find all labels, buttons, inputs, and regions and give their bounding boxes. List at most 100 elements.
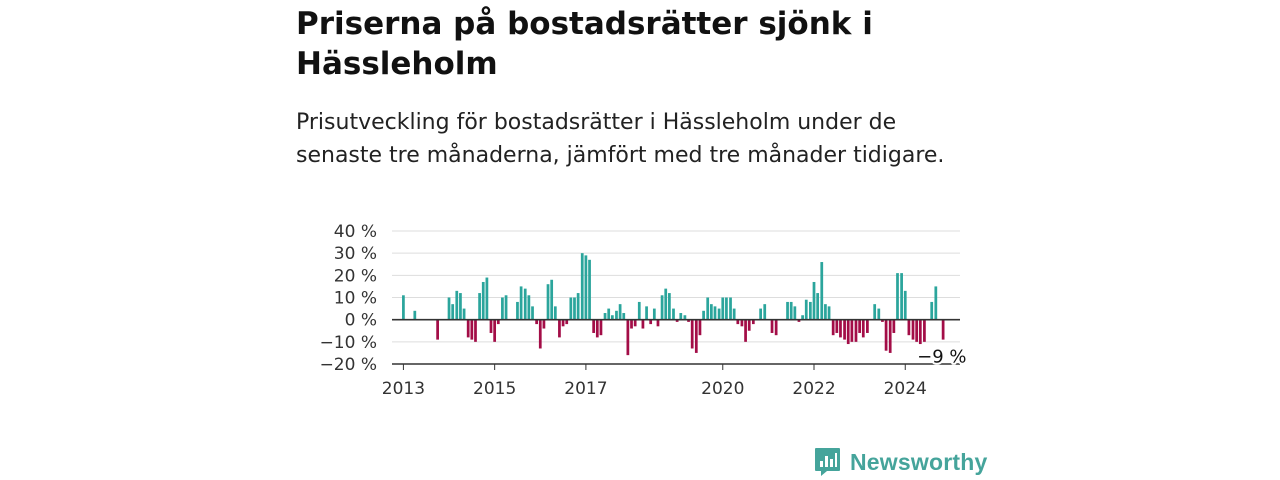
bar-positive — [873, 304, 877, 320]
bar-positive — [706, 297, 710, 320]
bar-positive — [459, 293, 462, 320]
bar-negative — [690, 319, 694, 349]
bar-positive — [702, 310, 705, 320]
y-tick-label: 30 % — [334, 244, 377, 264]
bar-negative — [858, 319, 861, 333]
bar-negative — [881, 319, 884, 322]
bar-negative — [866, 319, 869, 333]
latest-value-label: −9 % — [917, 347, 966, 368]
bar-negative — [911, 319, 915, 340]
bar-positive — [573, 297, 576, 320]
bar-positive — [816, 293, 820, 320]
bar-negative — [649, 319, 653, 325]
y-tick-label: −10 % — [320, 333, 377, 353]
bar-positive — [576, 293, 580, 320]
bar-positive — [588, 259, 591, 320]
bar-positive — [729, 297, 732, 320]
bar-positive — [789, 301, 793, 320]
bar-positive — [679, 313, 683, 320]
y-tick-label: 0 % — [345, 311, 377, 331]
bar-positive — [485, 277, 489, 320]
bar-positive — [896, 273, 899, 320]
bar-positive — [725, 297, 728, 320]
bar-negative — [846, 319, 850, 345]
bar-positive — [615, 310, 618, 320]
bar-positive — [645, 306, 648, 320]
x-tick-label: 2015 — [473, 379, 516, 399]
bar-negative — [831, 319, 835, 336]
bar-positive — [550, 279, 554, 320]
bar-positive — [820, 262, 824, 320]
bar-negative — [884, 319, 888, 351]
bar-negative — [698, 319, 702, 336]
bar-negative — [687, 319, 690, 322]
bar-positive — [569, 297, 573, 320]
y-tick-label: 10 % — [334, 289, 377, 309]
bar-negative — [630, 319, 633, 329]
bar-negative — [535, 319, 538, 325]
bar-negative — [474, 319, 477, 342]
bar-negative — [641, 319, 645, 329]
bar-negative — [740, 319, 744, 327]
bar-positive — [546, 284, 550, 320]
bar-positive — [402, 295, 405, 320]
bar-negative — [770, 319, 774, 333]
bar-positive — [610, 315, 614, 320]
newsworthy-logo-icon — [815, 448, 840, 476]
bar-negative — [888, 319, 892, 353]
x-tick-label: 2024 — [884, 379, 927, 399]
bar-negative — [918, 319, 922, 345]
brand-name: Newsworthy — [850, 448, 988, 475]
bar-negative — [558, 319, 561, 338]
bar-positive — [455, 290, 459, 320]
bar-negative — [493, 319, 497, 342]
bar-positive — [603, 313, 607, 320]
bar-positive — [607, 308, 611, 320]
bar-positive — [478, 293, 481, 320]
bar-negative — [774, 319, 778, 336]
bar-positive — [451, 304, 455, 320]
bar-positive — [721, 297, 725, 320]
bar-negative — [561, 319, 565, 327]
bar-negative — [675, 319, 679, 322]
bar-positive — [637, 301, 641, 320]
bar-negative — [941, 319, 945, 340]
bar-negative — [923, 319, 926, 342]
bar-positive — [824, 304, 827, 320]
x-tick-label: 2017 — [564, 379, 607, 399]
bar-positive — [732, 308, 736, 320]
brand[interactable]: Newsworthy — [814, 446, 987, 478]
bar-positive — [504, 295, 508, 320]
bar-positive — [683, 315, 687, 320]
bar-positive — [481, 281, 485, 320]
bar-positive — [793, 306, 797, 320]
bar-positive — [519, 286, 523, 320]
bar-negative — [565, 319, 569, 325]
bar-negative — [656, 319, 660, 327]
bar-negative — [751, 319, 755, 325]
bar-negative — [538, 319, 542, 349]
bar-positive — [523, 288, 527, 320]
bar-positive — [709, 304, 713, 320]
y-tick-label: 40 % — [334, 222, 377, 242]
bar-positive — [812, 281, 816, 320]
bar-positive — [827, 306, 831, 320]
bar-positive — [652, 308, 656, 320]
bar-negative — [595, 319, 599, 338]
bar-positive — [808, 301, 812, 320]
chart-card: Priserna på bostadsrätter sjönk i Hässle… — [296, 0, 986, 480]
bar-negative — [907, 319, 911, 336]
bar-positive — [934, 286, 938, 320]
x-tick-label: 2020 — [701, 379, 744, 399]
bar-negative — [599, 319, 603, 336]
bar-negative — [633, 319, 637, 327]
bar-negative — [797, 319, 801, 322]
bar-negative — [747, 319, 751, 331]
bar-positive — [930, 301, 934, 320]
bar-positive — [717, 308, 721, 320]
bar-positive — [618, 304, 622, 320]
bar-negative — [489, 319, 493, 333]
bar-negative — [592, 319, 596, 333]
bar-positive — [763, 304, 767, 320]
bar-positive — [786, 301, 789, 320]
